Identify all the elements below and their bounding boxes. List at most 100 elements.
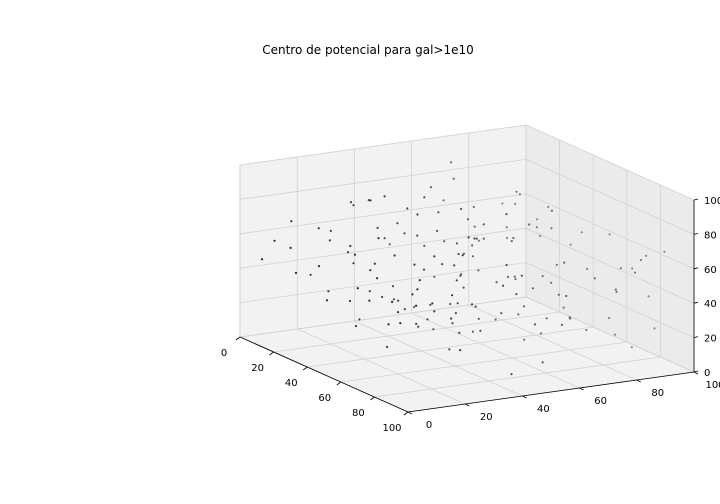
data-point: [396, 222, 399, 225]
data-point: [416, 213, 419, 216]
grid-back-z: [525, 124, 695, 201]
data-point: [391, 300, 394, 303]
data-point: [631, 267, 634, 270]
data-point: [608, 233, 611, 236]
data-point: [260, 258, 264, 261]
data-point: [647, 295, 650, 298]
data-points: [260, 161, 666, 376]
grid-floor-x: [374, 356, 661, 398]
data-point: [381, 295, 384, 299]
data-point: [639, 258, 643, 262]
x-tick-label: 80: [352, 408, 365, 419]
data-point: [541, 361, 544, 364]
y-tick-label: 60: [594, 396, 607, 407]
data-point: [358, 318, 361, 321]
y-tick-label: 20: [480, 412, 493, 423]
data-point: [448, 348, 451, 351]
z-tick-label: 60: [704, 265, 717, 276]
data-point: [449, 302, 452, 306]
data-point: [413, 305, 416, 309]
data-point: [429, 186, 432, 189]
grid-floor-y: [354, 320, 523, 397]
x-tick-label: 40: [285, 378, 298, 389]
data-point: [383, 195, 386, 198]
data-point: [294, 271, 298, 274]
data-point: [368, 299, 371, 302]
data-point: [470, 303, 474, 306]
data-point: [482, 223, 485, 226]
grid-floor-x: [340, 341, 627, 383]
y-tick-mark: [465, 403, 470, 407]
data-point: [586, 267, 589, 270]
data-point: [585, 328, 588, 332]
data-point: [391, 285, 395, 288]
data-point: [630, 346, 633, 349]
z-tick-label: 40: [704, 299, 717, 310]
data-point: [505, 213, 508, 216]
data-point: [614, 288, 617, 291]
data-point: [547, 205, 550, 209]
grid-floor-y: [411, 312, 580, 389]
data-point: [528, 223, 531, 226]
x-tick-label: 20: [251, 363, 264, 374]
z-tick-label: 80: [704, 230, 717, 241]
data-point: [569, 243, 572, 246]
data-point: [531, 287, 535, 290]
data-point: [550, 209, 554, 212]
data-point: [457, 252, 460, 256]
z-tick-label: 20: [704, 334, 717, 345]
axis-panes: [238, 124, 696, 413]
data-point: [474, 305, 477, 308]
data-point: [613, 333, 617, 336]
data-point: [494, 318, 497, 321]
y-tick-mark: [636, 379, 641, 383]
data-point: [506, 236, 509, 240]
data-point: [645, 254, 648, 257]
data-point: [536, 218, 539, 221]
data-point: [416, 234, 419, 237]
grid-back-z: [525, 193, 695, 270]
data-point: [460, 207, 463, 210]
data-point: [520, 274, 523, 277]
data-point: [415, 322, 418, 325]
grid-back-z: [525, 227, 695, 304]
grid-left-z: [239, 227, 527, 269]
data-point: [348, 299, 352, 303]
x-tick-mark: [336, 381, 342, 386]
data-point: [443, 240, 446, 243]
grid-floor-x: [273, 311, 560, 353]
data-point: [367, 199, 370, 202]
data-point: [535, 226, 539, 229]
y-axis-line: [407, 371, 695, 413]
data-point: [397, 299, 400, 302]
data-point: [353, 253, 357, 256]
data-point: [411, 293, 414, 296]
data-point: [545, 317, 548, 320]
data-point: [458, 331, 461, 334]
data-point: [383, 237, 386, 240]
grid-left-z: [239, 159, 527, 200]
data-point: [518, 193, 522, 196]
data-point: [663, 250, 666, 253]
data-point: [471, 330, 474, 333]
z-tick-mark: [693, 233, 699, 235]
data-point: [462, 286, 465, 289]
z-tick-mark: [693, 267, 699, 270]
data-point: [475, 237, 478, 240]
data-point: [328, 239, 331, 242]
data-point: [317, 227, 320, 230]
x-tick-mark: [269, 351, 274, 356]
x-tick-label: 0: [221, 348, 227, 359]
data-point: [452, 177, 455, 180]
data-point: [368, 290, 371, 293]
y-tick-mark: [407, 411, 413, 415]
data-point: [423, 244, 426, 247]
data-point: [539, 332, 543, 335]
y-tick-label: 40: [537, 404, 550, 415]
data-point: [455, 242, 458, 245]
data-point: [555, 263, 558, 266]
x-tick-mark: [235, 336, 241, 341]
data-point: [515, 293, 518, 296]
y-tick-label: 100: [705, 380, 720, 391]
data-point: [349, 201, 353, 204]
